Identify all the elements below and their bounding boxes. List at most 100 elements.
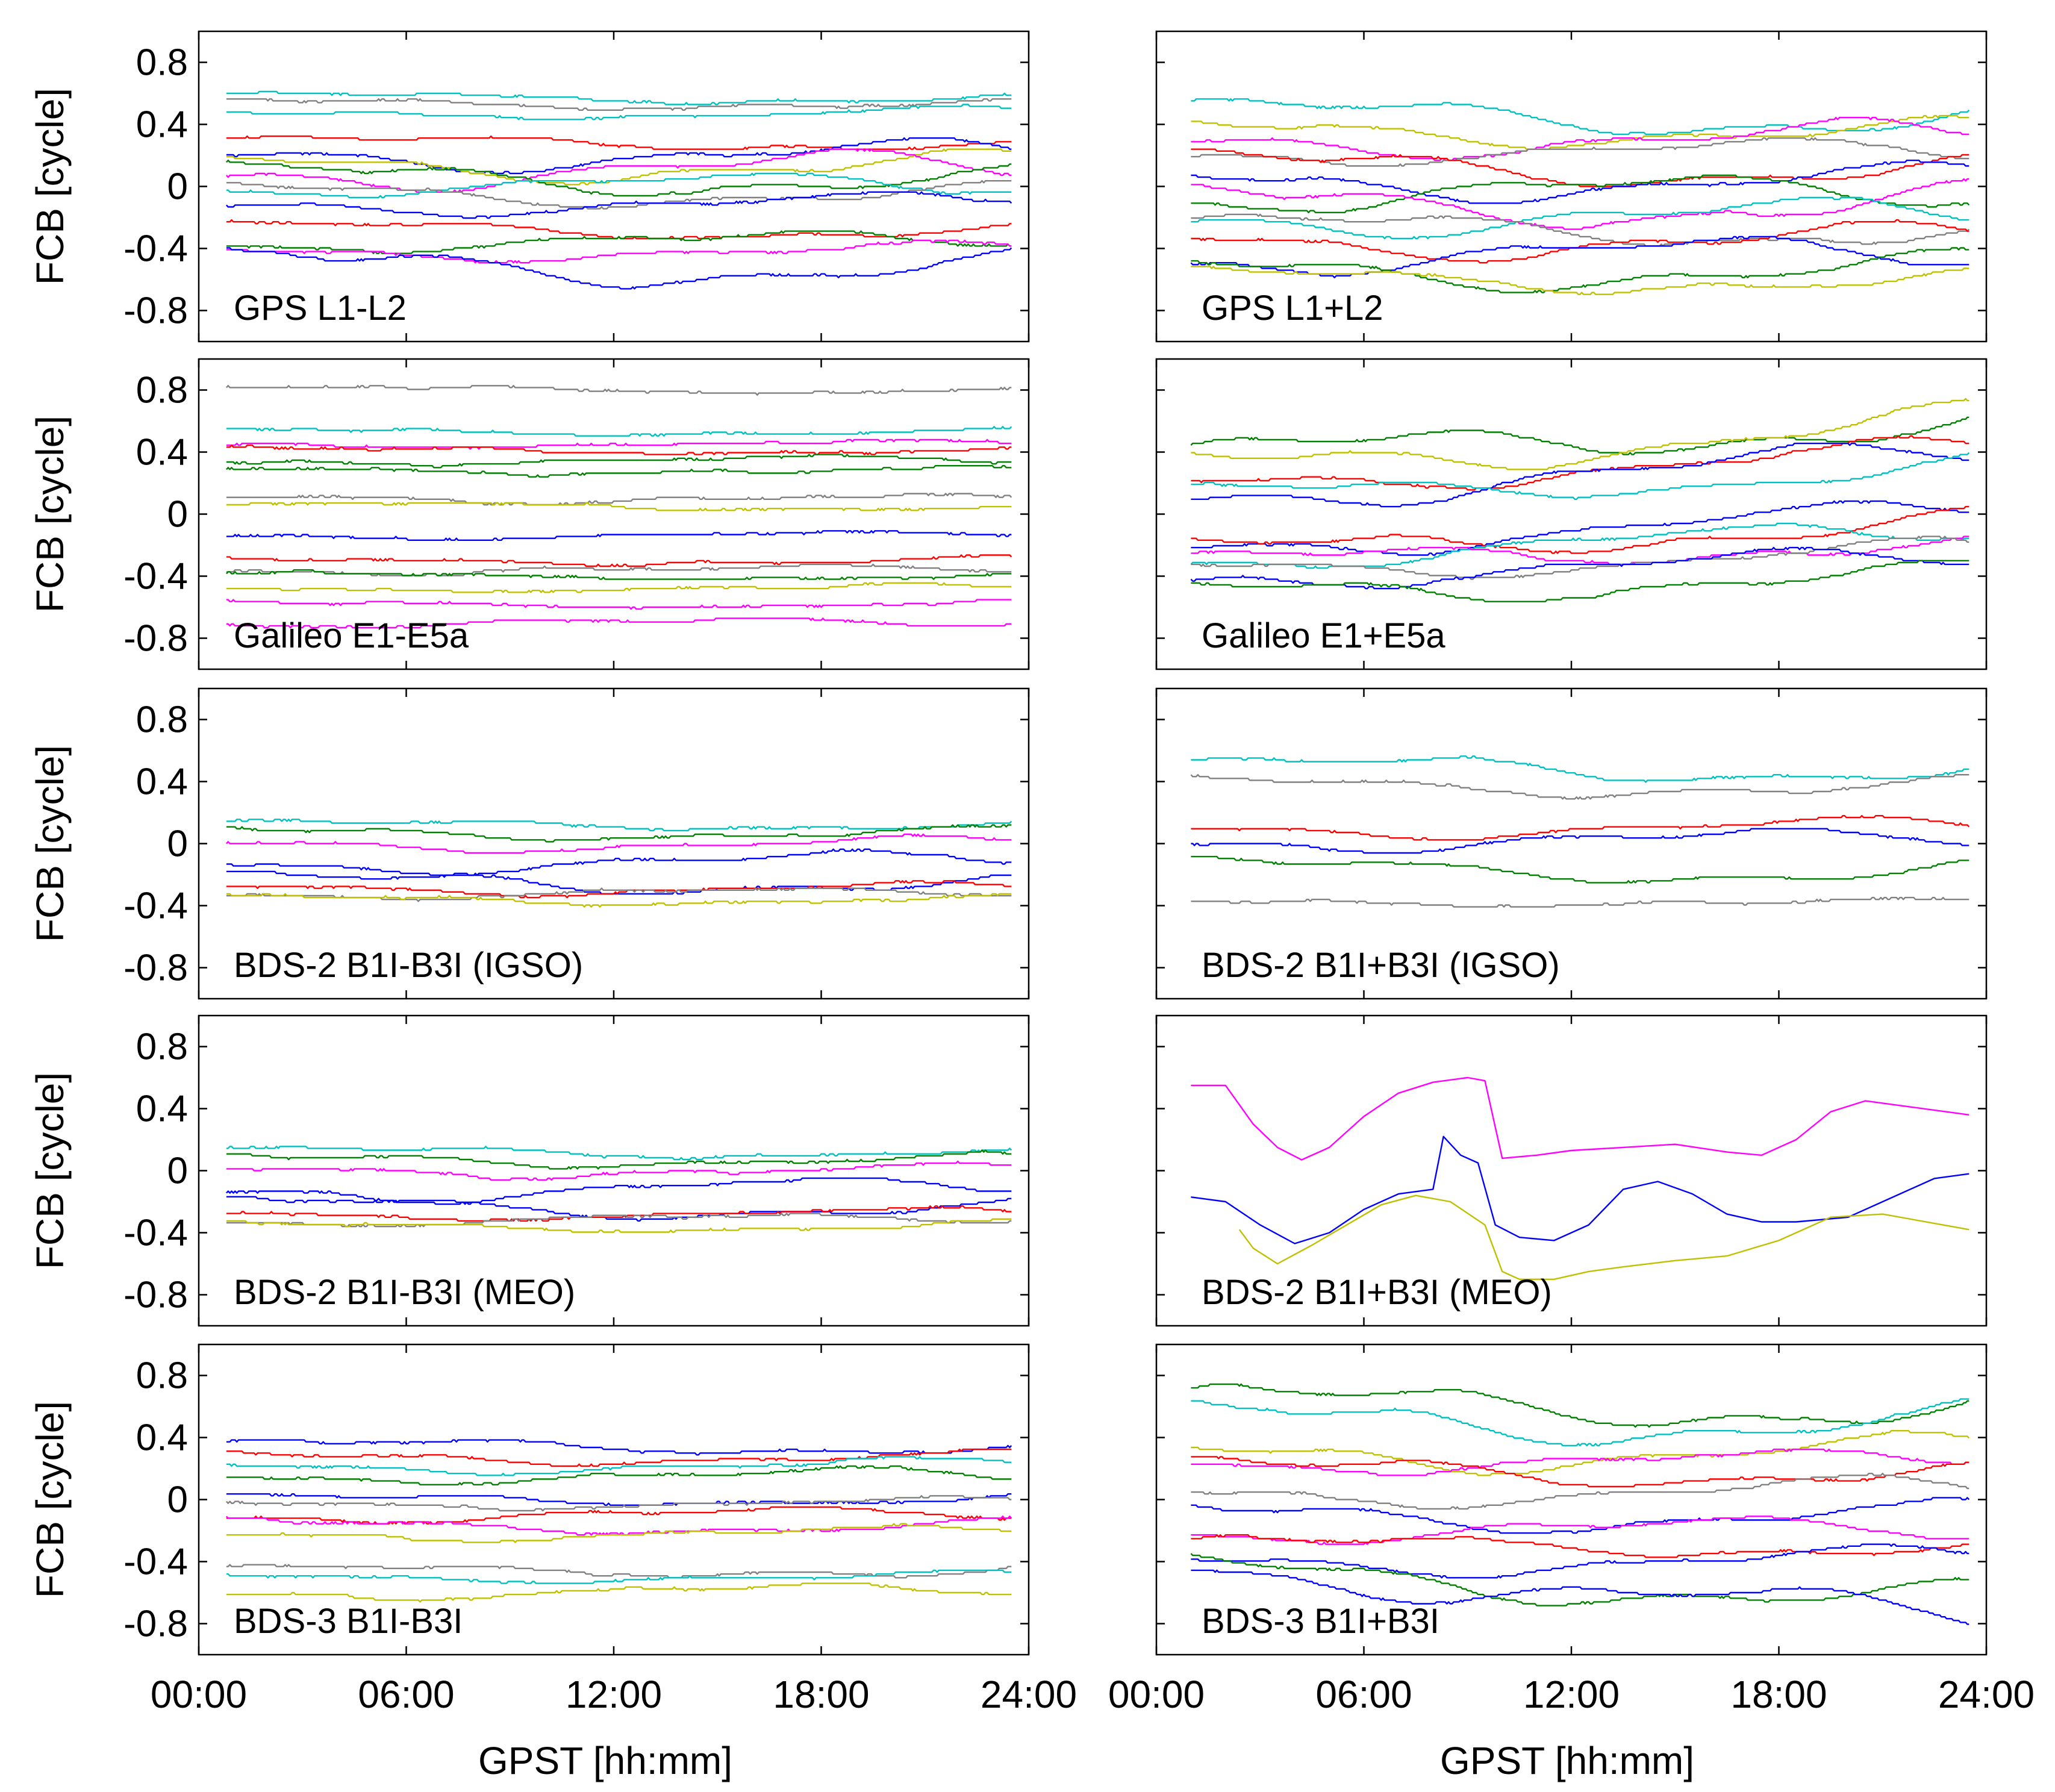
series-line-s10 xyxy=(1191,1543,1969,1579)
y-tick-label: 0.4 xyxy=(136,1417,188,1459)
series-line-s5 xyxy=(226,1493,1012,1506)
panel-title: BDS-2 B1I+B3I (MEO) xyxy=(1202,1273,1552,1312)
y-axis-label: FCB [cycle] xyxy=(28,1401,72,1598)
panel-7: 0.8 0.4 0 -0.4 -0.8 FCB [cycle] BDS-2 B1I-B3I … xyxy=(28,1014,1030,1327)
y-tick-label: 0 xyxy=(167,494,188,535)
series-line-s4 xyxy=(226,1177,1012,1205)
series-line-s14 xyxy=(1191,266,1969,295)
series-group xyxy=(1191,1076,1969,1280)
series-line-s11 xyxy=(226,1569,1012,1584)
series-line-s10 xyxy=(226,1564,1012,1579)
y-tick-label: -0.8 xyxy=(123,290,188,332)
y-tick-label: -0.8 xyxy=(123,1603,188,1645)
series-line-s15 xyxy=(226,247,1012,290)
series-line-s7 xyxy=(226,148,1012,193)
panel-title: Galileo E1-E5a xyxy=(234,616,469,655)
panel-6: BDS-2 B1I+B3I (IGSO) xyxy=(1155,687,1988,1000)
series-group xyxy=(226,819,1012,908)
series-line-s3 xyxy=(226,833,1012,854)
series-line-s9 xyxy=(1191,535,1969,566)
series-line-s10 xyxy=(1191,535,1969,580)
series-group xyxy=(226,385,1012,629)
series-line-s3 xyxy=(226,1160,1012,1181)
series-line-s1 xyxy=(1191,1076,1969,1161)
series-line-s3 xyxy=(1191,1430,1970,1476)
series-line-s13 xyxy=(1191,247,1969,293)
panels: 0.8 0.4 0 -0.4 -0.8 FCB [cycle] GPS L1-L2 GPS L… xyxy=(28,30,2035,1716)
series-line-s4 xyxy=(226,445,1012,455)
series-group xyxy=(1190,98,1970,295)
series-line-s5 xyxy=(226,137,1012,175)
series-line-s7 xyxy=(1191,174,1970,213)
y-tick-label: 0.4 xyxy=(136,761,188,803)
series-line-s6 xyxy=(226,1205,1012,1222)
series-line-s5 xyxy=(1191,148,1969,187)
series-line-s2 xyxy=(1191,1135,1969,1244)
y-tick-label: 0.8 xyxy=(136,1026,188,1068)
series-line-s4 xyxy=(1191,442,1969,508)
y-tick-label: -0.8 xyxy=(123,948,188,989)
series-line-s6 xyxy=(226,465,1012,478)
panel-3: 0.8 0.4 0 -0.4 -0.8 FCB [cycle] Galileo E1-E5a xyxy=(28,358,1030,670)
panel-4: Galileo E1+E5a xyxy=(1155,358,1988,670)
x-tick-label: 18:00 xyxy=(773,1673,869,1716)
series-line-s1 xyxy=(226,1146,1012,1161)
panel-title: Galileo E1+E5a xyxy=(1202,616,1445,655)
x-tick-label: 18:00 xyxy=(1730,1673,1827,1716)
y-tick-label: -0.4 xyxy=(123,228,188,270)
y-tick-label: -0.4 xyxy=(123,885,188,927)
x-tick-label: 00:00 xyxy=(151,1673,247,1716)
panel-title: BDS-3 B1I-B3I xyxy=(234,1602,463,1641)
series-line-s15 xyxy=(226,617,1012,629)
series-line-s5 xyxy=(226,1196,1012,1222)
series-line-s9 xyxy=(1191,1534,1969,1558)
x-tick-label: 06:00 xyxy=(1315,1673,1412,1716)
y-tick-label: -0.8 xyxy=(123,618,188,660)
series-line-s2 xyxy=(1191,1398,1969,1447)
y-tick-label: 0.8 xyxy=(136,370,188,411)
y-tick-label: -0.8 xyxy=(123,1275,188,1316)
y-tick-label: 0 xyxy=(167,1479,188,1521)
series-line-s6 xyxy=(226,880,1012,899)
series-line-s7 xyxy=(1191,505,1969,554)
series-line-s8 xyxy=(226,893,1012,908)
x-axis-label-left: GPST [hh:mm] xyxy=(478,1739,732,1782)
series-line-s11 xyxy=(226,191,1012,219)
series-group xyxy=(226,90,1012,290)
series-line-s10 xyxy=(226,180,1012,210)
series-line-s4 xyxy=(1191,828,1969,854)
series-line-s8 xyxy=(1191,1516,1969,1545)
series-line-s1 xyxy=(1191,755,1969,783)
series-line-s12 xyxy=(1191,1569,1969,1625)
series-line-s13 xyxy=(226,582,1012,593)
series-line-s5 xyxy=(1191,452,1970,500)
y-tick-label: 0 xyxy=(167,823,188,865)
y-tick-label: 0.4 xyxy=(136,1088,188,1130)
series-line-s4 xyxy=(226,848,1012,876)
series-line-s8 xyxy=(226,160,1012,197)
y-tick-label: 0 xyxy=(167,166,188,208)
panel-title: BDS-2 B1I-B3I (MEO) xyxy=(234,1273,575,1312)
series-line-s9 xyxy=(1191,196,1969,240)
series-line-s5 xyxy=(226,454,1012,469)
series-line-s5 xyxy=(1191,855,1969,884)
series-line-s2 xyxy=(1191,398,1969,470)
series-line-s6 xyxy=(1191,896,1969,908)
series-line-s1 xyxy=(226,1439,1012,1456)
series-line-s5 xyxy=(1191,1456,1969,1488)
panel-5: 0.8 0.4 0 -0.4 -0.8 FCB [cycle] BDS-2 B1I-B3I … xyxy=(28,687,1030,1000)
series-line-s2 xyxy=(226,824,1012,843)
series-line-s8 xyxy=(226,1218,1012,1233)
series-line-s2 xyxy=(226,98,1012,111)
y-axis-label: FCB [cycle] xyxy=(28,88,72,285)
panel-title: BDS-2 B1I-B3I (IGSO) xyxy=(234,946,583,985)
series-line-s1 xyxy=(1190,416,1969,455)
y-axis-label: FCB [cycle] xyxy=(28,1072,72,1269)
series-line-s2 xyxy=(226,426,1012,437)
y-tick-label: 0.4 xyxy=(136,104,188,146)
series-line-s3 xyxy=(226,1456,1012,1476)
y-tick-label: 0.8 xyxy=(136,699,188,741)
x-tick-label: 12:00 xyxy=(1523,1673,1620,1716)
series-line-s3 xyxy=(1191,815,1970,841)
series-line-s7 xyxy=(1191,1497,1970,1534)
